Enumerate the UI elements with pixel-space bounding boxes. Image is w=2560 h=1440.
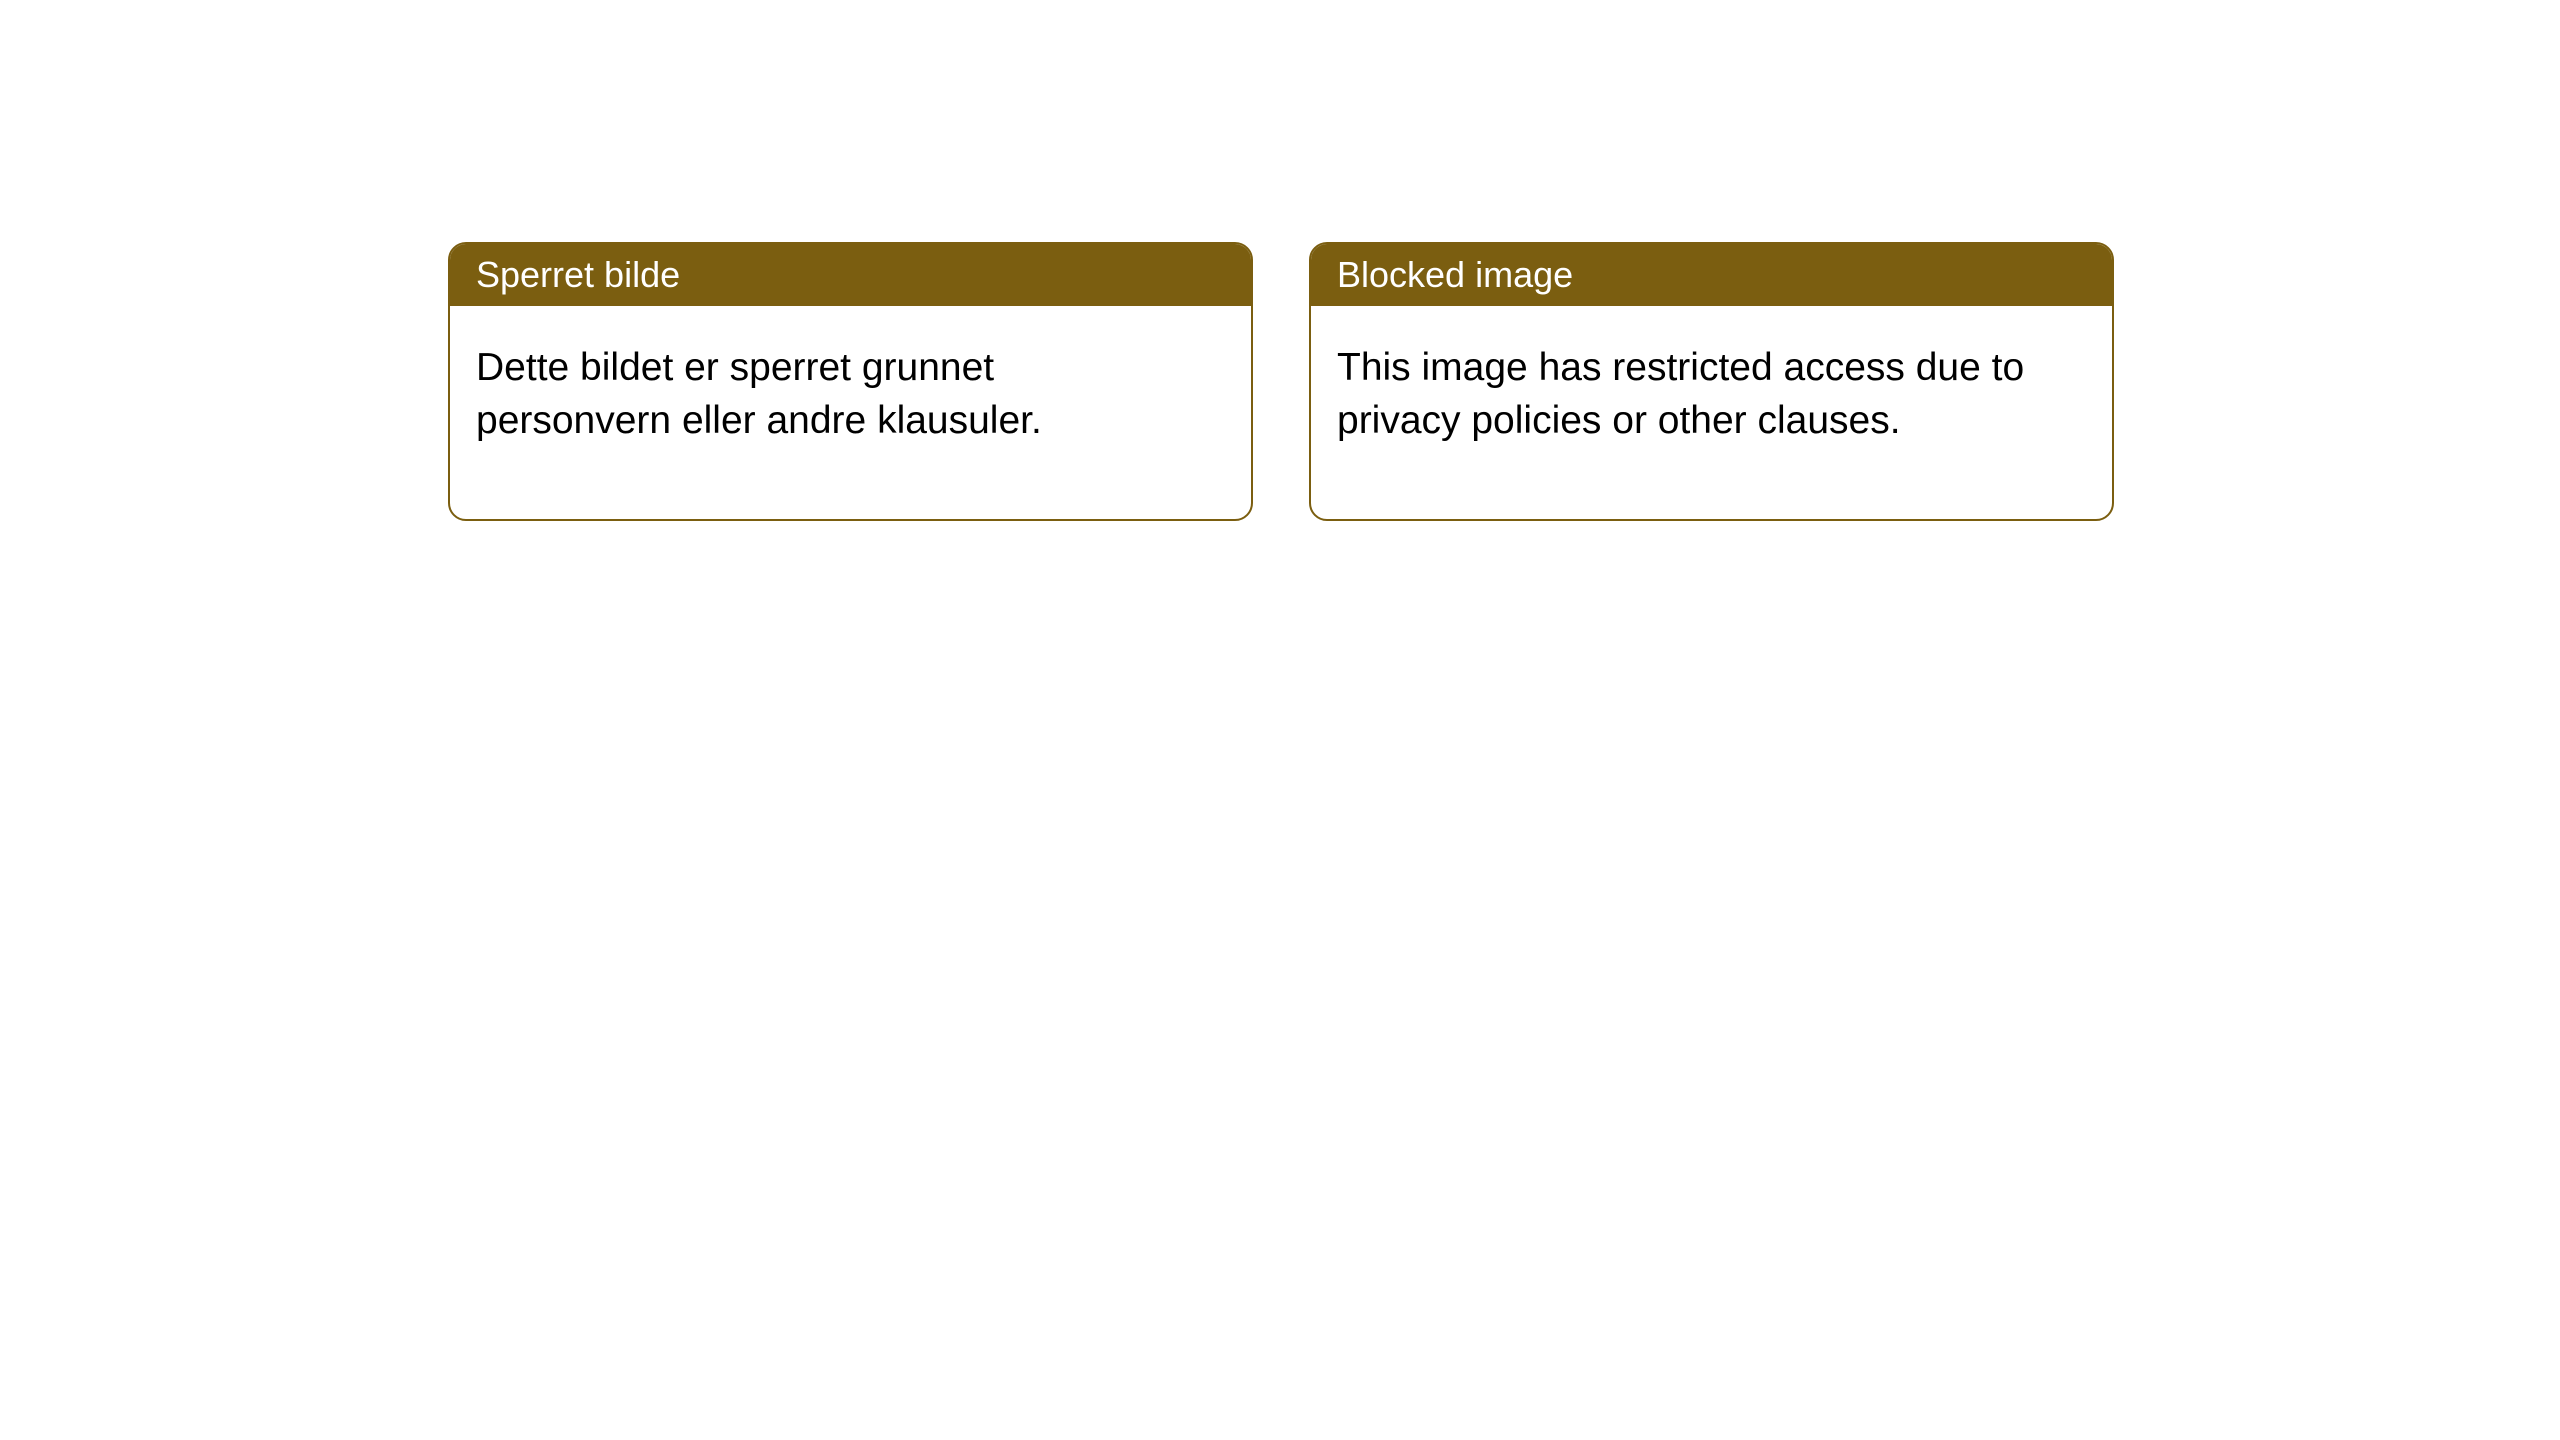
notice-body-english: This image has restricted access due to … bbox=[1311, 306, 2051, 519]
notice-container: Sperret bilde Dette bildet er sperret gr… bbox=[0, 0, 2560, 521]
notice-header-norwegian: Sperret bilde bbox=[450, 244, 1251, 306]
notice-card-english: Blocked image This image has restricted … bbox=[1309, 242, 2114, 521]
notice-header-english: Blocked image bbox=[1311, 244, 2112, 306]
notice-body-norwegian: Dette bildet er sperret grunnet personve… bbox=[450, 306, 1190, 519]
notice-card-norwegian: Sperret bilde Dette bildet er sperret gr… bbox=[448, 242, 1253, 521]
